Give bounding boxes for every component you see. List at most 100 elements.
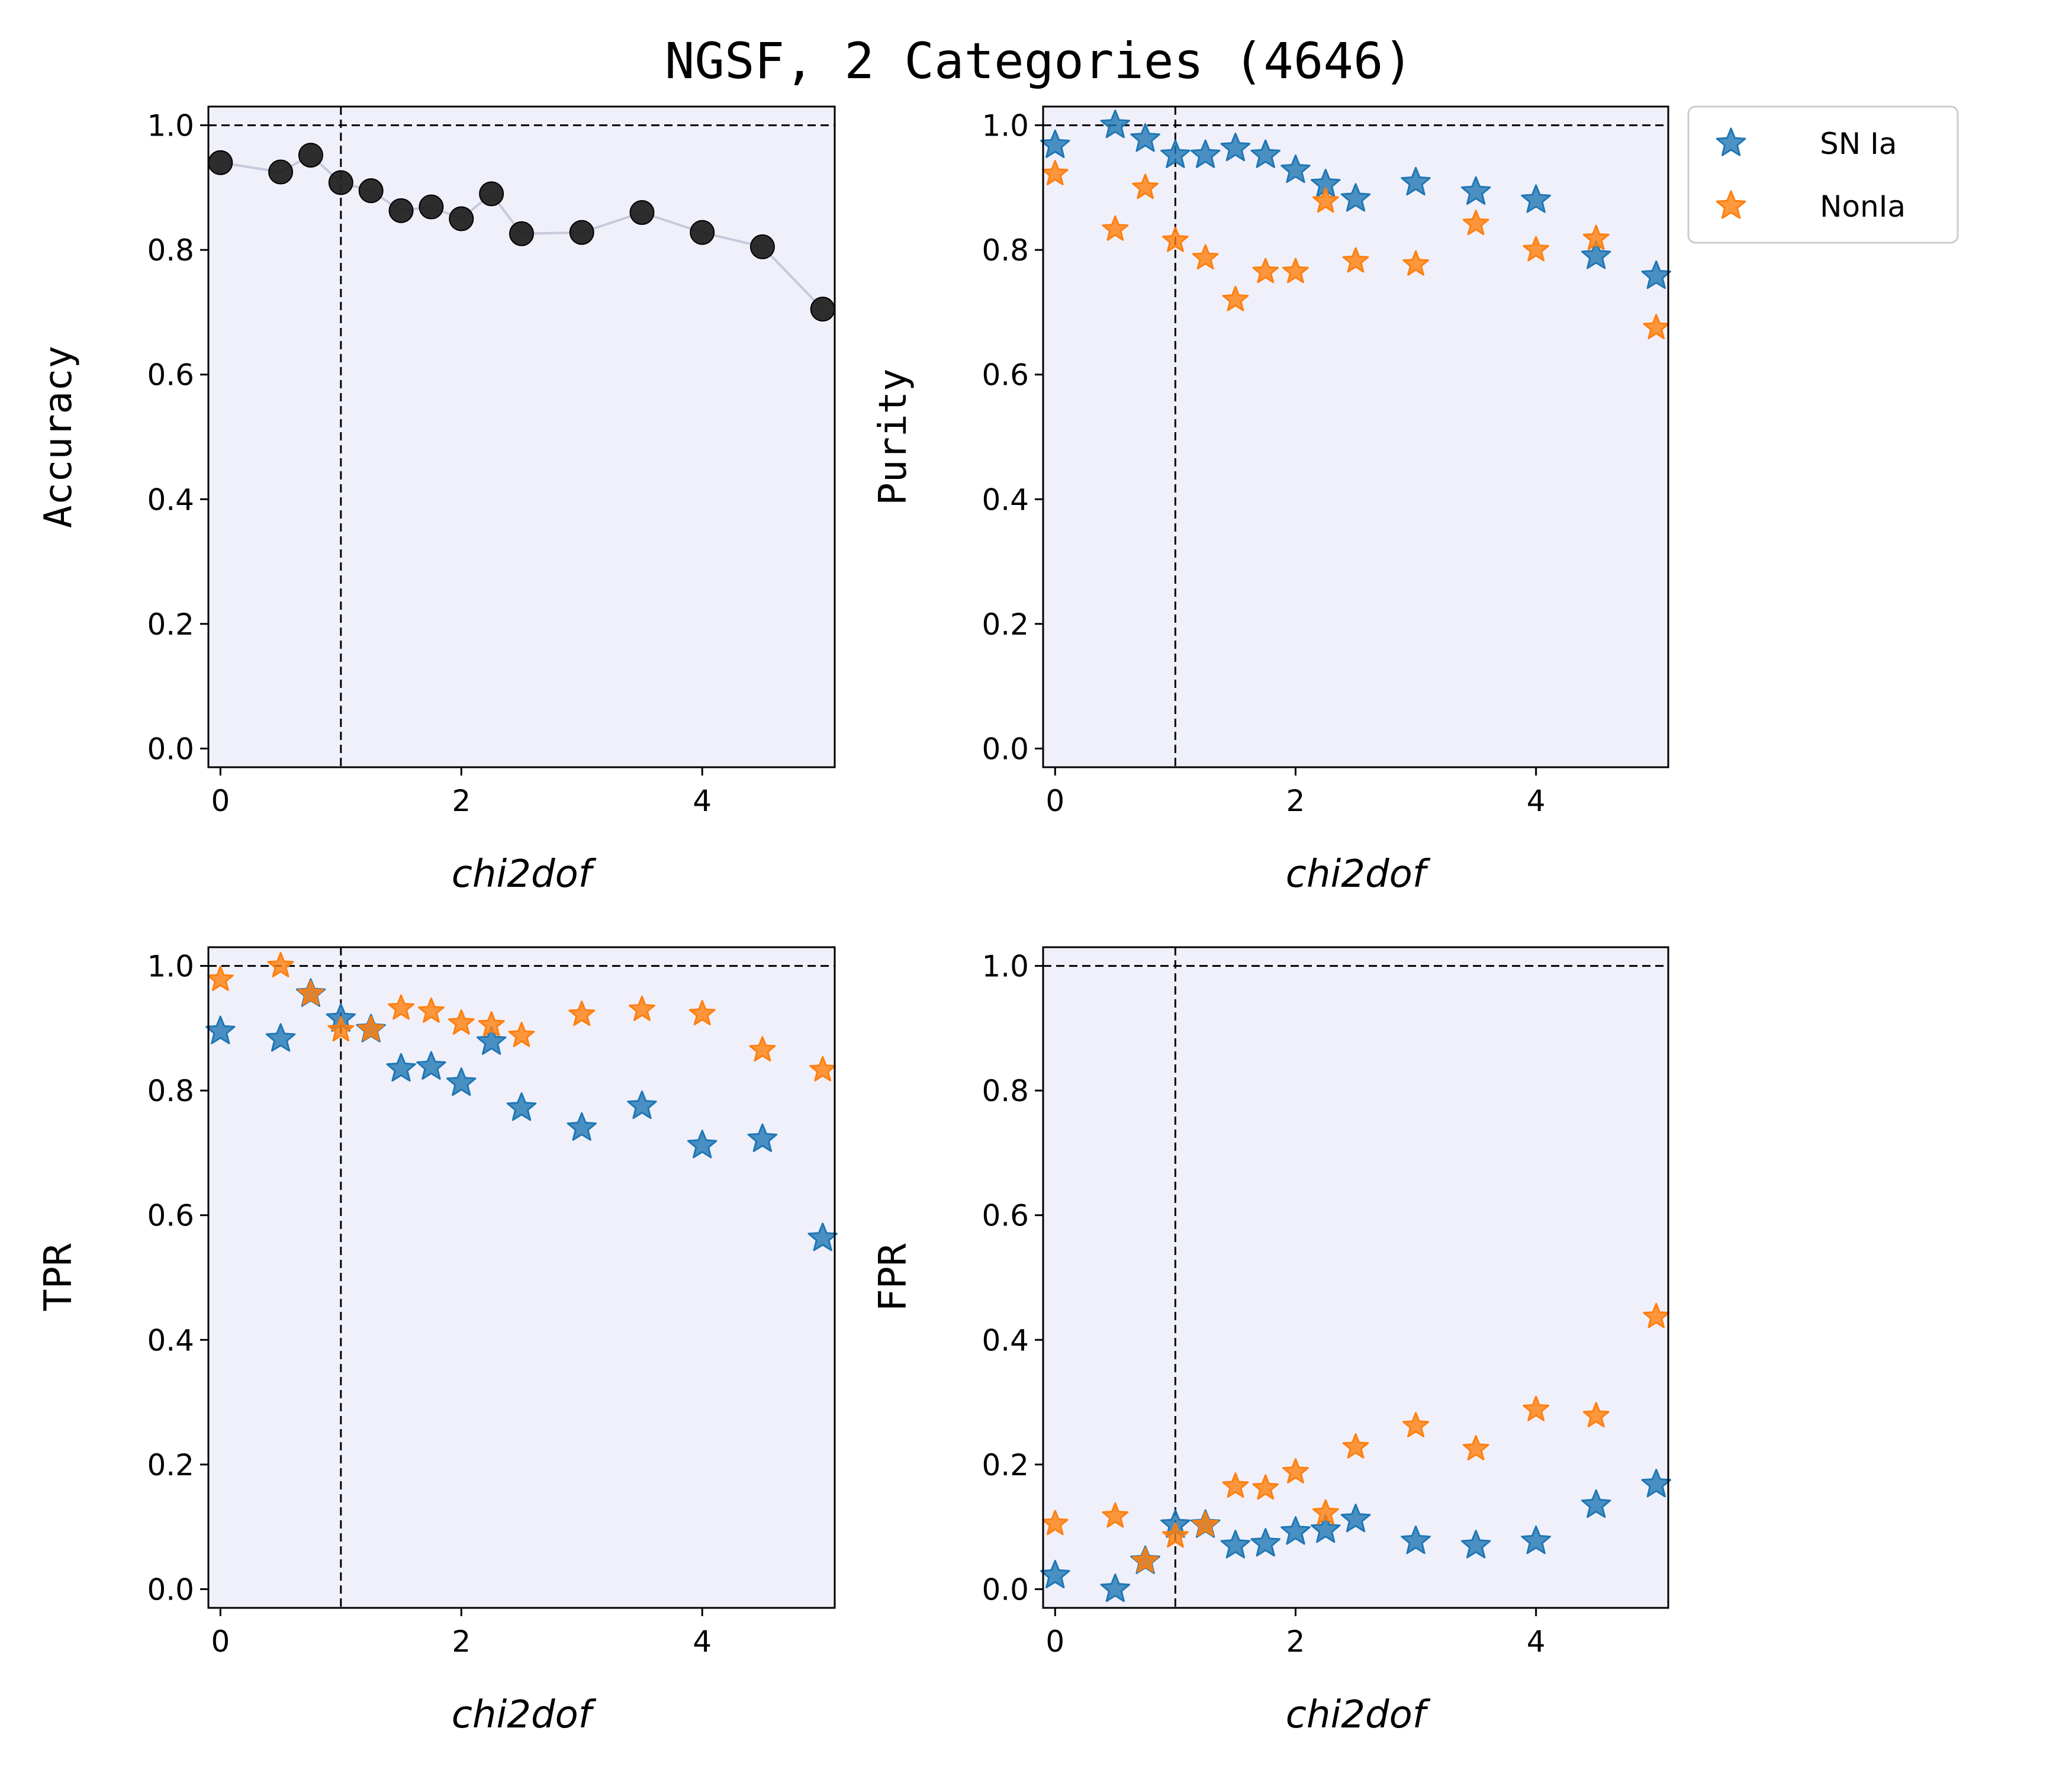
y-tick-label: 0.6 (147, 358, 194, 392)
y-tick-label: 0.4 (147, 482, 194, 517)
plot-frame (1042, 946, 1669, 1609)
x-tick-label: 4 (1527, 784, 1546, 818)
x-tick-label: 4 (1527, 1624, 1546, 1659)
data-point (508, 1022, 535, 1047)
data-point (1462, 210, 1489, 236)
data-point (749, 1036, 776, 1061)
data-point (1162, 1522, 1189, 1548)
panel-purity: 0.0 0.2 0.4 0.6 0.8 1.0 0 2 4 chi2dof Purity (871, 105, 1671, 896)
y-tick-label: 0.8 (147, 233, 194, 268)
y-tick-label: 0.0 (982, 732, 1029, 766)
data-point (807, 1222, 838, 1251)
data-point (1282, 1458, 1309, 1484)
data-point (1250, 139, 1280, 168)
y-tick-label: 0.0 (147, 732, 194, 766)
x-tick-label: 0 (1045, 784, 1064, 818)
data-point (1190, 139, 1221, 168)
data-point (1130, 123, 1160, 152)
y-axis-label: FPR (871, 1243, 915, 1312)
legend: SN Ia NonIa (1687, 105, 1959, 244)
data-point (629, 200, 655, 225)
data-point (1280, 154, 1311, 184)
data-point (1132, 1547, 1159, 1573)
data-point (1041, 1510, 1069, 1536)
data-point (1521, 1525, 1551, 1555)
series-sn-ia (205, 978, 838, 1251)
legend-marker (1716, 127, 1746, 156)
series-nonia (1041, 1302, 1670, 1573)
x-axis-label: chi2dof (1286, 1693, 1431, 1737)
x-tick-label: 4 (693, 1624, 712, 1659)
x-tick-label: 0 (1045, 1624, 1064, 1659)
data-point (1222, 285, 1249, 311)
data-point (328, 170, 353, 195)
data-point (388, 198, 414, 223)
data-point (1100, 110, 1131, 139)
data-point (1521, 184, 1551, 213)
x-tick-label: 4 (693, 784, 712, 818)
data-point (297, 980, 324, 1006)
data-point (449, 206, 474, 231)
plot-frame (207, 946, 836, 1609)
data-point (1312, 187, 1339, 213)
data-point (1311, 1514, 1341, 1543)
data-point (1523, 236, 1549, 262)
data-point (1523, 1395, 1549, 1421)
data-point (416, 1051, 446, 1080)
plot-area (208, 947, 835, 1608)
data-point (1342, 1433, 1369, 1459)
data-point (1040, 129, 1070, 158)
data-point (298, 143, 323, 168)
x-tick-label: 2 (452, 1624, 471, 1659)
data-point (1220, 1530, 1251, 1559)
data-point (358, 178, 384, 204)
y-axis-label: Accuracy (37, 346, 81, 528)
data-point (1102, 215, 1129, 241)
data-point (809, 1056, 836, 1082)
data-point (1401, 1525, 1431, 1555)
y-tick-label: 0.2 (982, 1448, 1029, 1482)
data-point (388, 994, 414, 1020)
x-axis-label: chi2dof (1286, 852, 1431, 896)
panel-accuracy: 0.0 0.2 0.4 0.6 0.8 1.0 0 2 4 chi2dof Accuracy (37, 105, 836, 896)
y-tick-label: 0.2 (147, 607, 194, 642)
data-point (267, 952, 294, 977)
data-point (1342, 247, 1369, 273)
plot-area (1043, 107, 1668, 767)
data-point (386, 1053, 416, 1082)
data-point (1401, 166, 1431, 196)
y-tick-label: 0.8 (982, 1074, 1029, 1108)
data-point (1250, 1528, 1280, 1557)
data-point (1340, 183, 1371, 212)
x-axis-label: chi2dof (452, 852, 597, 896)
data-point (1312, 1499, 1339, 1525)
y-axis-label: Purity (871, 368, 915, 505)
y-tick-label: 0.6 (982, 1199, 1029, 1233)
y-axis-label: TPR (37, 1243, 81, 1312)
data-point (509, 221, 534, 246)
legend-label: NonIa (1820, 189, 1906, 224)
legend-marker (1716, 190, 1746, 219)
data-point (1102, 1502, 1129, 1528)
series-sn-ia (1040, 1469, 1671, 1603)
panel-tpr: 0.0 0.2 0.4 0.6 0.8 1.0 0 2 4 chi2dof TPR (37, 946, 838, 1737)
data-point (1460, 176, 1491, 205)
data-point (690, 220, 715, 245)
y-tick-label: 0.0 (147, 1572, 194, 1607)
legend-label: SN Ia (1820, 127, 1897, 161)
data-point (1252, 1474, 1279, 1500)
y-tick-label: 0.8 (147, 1074, 194, 1108)
panels: 0.00.20.40.60.81.00 2 4chi2dofAccuracy0.00… (37, 105, 1671, 1737)
plot-area (208, 107, 835, 767)
plot-frame (1042, 105, 1669, 768)
y-tick-label: 0.6 (147, 1199, 194, 1233)
data-point (1402, 250, 1429, 276)
data-point (418, 997, 445, 1023)
data-point (1581, 1489, 1611, 1518)
data-point (1192, 244, 1219, 270)
data-point (358, 1015, 385, 1041)
data-point (1040, 1559, 1070, 1588)
data-point (810, 297, 835, 322)
data-point (479, 181, 504, 207)
